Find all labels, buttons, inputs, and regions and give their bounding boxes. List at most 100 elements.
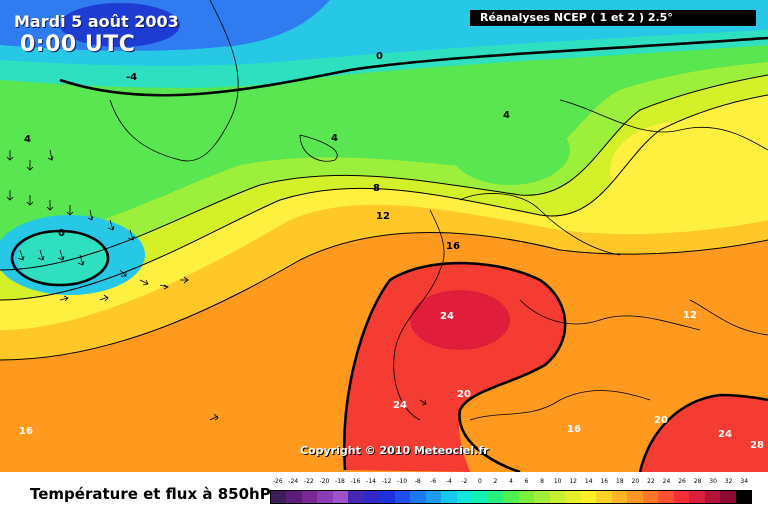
legend-swatch — [611, 491, 628, 503]
legend-tick-label: 6 — [524, 478, 529, 485]
legend-swatch — [301, 491, 318, 503]
legend-swatch — [472, 491, 488, 503]
legend-tick-label: -4 — [445, 478, 452, 485]
legend-swatch — [534, 491, 550, 503]
legend-swatch — [704, 491, 721, 503]
isotherm-label-20-med: 20 — [654, 415, 668, 426]
legend-swatch — [596, 491, 612, 503]
legend-tick-label: -22 — [303, 478, 314, 485]
legend-swatch — [441, 491, 457, 503]
isotherm-label-0-cutoff: 0 — [58, 228, 65, 239]
legend-tick-label: 28 — [693, 478, 702, 485]
legend-tick-label: 24 — [662, 478, 671, 485]
isotherm-label-4-left: 4 — [24, 134, 31, 145]
legend-tick-label: -24 — [288, 478, 299, 485]
legend-tick-label: -2 — [461, 478, 468, 485]
legend-swatch — [689, 491, 705, 503]
heat-dome-core — [410, 290, 510, 350]
legend-tick-label: 0 — [477, 478, 482, 485]
legend-tick-label: 12 — [569, 478, 578, 485]
isotherm-label-16: 16 — [446, 241, 460, 252]
legend-tick-label: 2 — [493, 478, 498, 485]
footer: Température et flux à 850hPa -26 -24 -22 -2… — [0, 472, 768, 512]
legend-tick-label: 26 — [678, 478, 686, 485]
legend-swatch — [503, 491, 519, 503]
legend-tick-label: -14 — [366, 478, 376, 485]
legend-tick-label: -26 — [272, 478, 283, 485]
legend-tick-label: -10 — [397, 478, 408, 485]
legend-swatch — [394, 491, 411, 503]
isotherm-label-20-coast: 20 — [457, 389, 471, 400]
legend-color-bar — [270, 490, 752, 504]
legend-tick-label: -8 — [414, 478, 421, 485]
east-med-warm-field — [640, 395, 768, 472]
legend-tick-label: 30 — [709, 478, 717, 485]
isotherm-label-12: 12 — [376, 211, 390, 222]
legend-swatch — [425, 491, 442, 503]
scandinavia-cool-blob — [450, 115, 570, 185]
legend-tick-label: 8 — [540, 478, 545, 485]
chart-title: Température et flux à 850hPa — [30, 485, 281, 503]
legend-tick-label: 34 — [740, 478, 749, 485]
isotherm-label-28-east: 28 — [750, 440, 764, 451]
isotherm-label-16-atlantic: 16 — [19, 426, 33, 437]
isotherm-label-12-balkans: 12 — [683, 310, 697, 321]
legend-swatch — [348, 491, 364, 503]
legend-swatch — [271, 491, 287, 503]
heat-dome-field — [344, 263, 566, 472]
legend-swatch — [580, 491, 597, 503]
temperature-legend: -26 -24 -22 -20 -18 -16 -14 -12 -10 -8 -6 -4 -2 0 2 4 6 8… — [270, 476, 752, 510]
legend-swatch — [658, 491, 674, 503]
legend-tick-label: 14 — [584, 478, 593, 485]
legend-tick-label: 10 — [553, 478, 562, 485]
legend-tick-label: -20 — [319, 478, 330, 485]
legend-swatch — [627, 491, 643, 503]
source-label: Réanalyses NCEP ( 1 et 2 ) 2.5° — [470, 10, 756, 26]
temperature-map: 0 -4 4 4 4 0 8 12 16 24 20 24 16 16 20 1… — [0, 0, 768, 472]
legend-swatch — [720, 491, 736, 503]
legend-tick-label: -6 — [430, 478, 437, 485]
isotherm-label-16-med: 16 — [567, 424, 581, 435]
date-label: Mardi 5 août 2003 — [14, 12, 179, 31]
time-label: 0:00 UTC — [20, 32, 136, 57]
coastlines — [109, 0, 768, 421]
legend-tick-label: -16 — [350, 478, 361, 485]
isotherm-label-24-iberia: 24 — [393, 400, 407, 411]
legend-tick-label: 4 — [509, 478, 513, 485]
isotherm-label-minus4-top: -4 — [126, 72, 137, 83]
legend-swatch — [487, 491, 504, 503]
legend-tick-label: 32 — [724, 478, 733, 485]
legend-swatch — [332, 491, 349, 503]
legend-tick-label: -18 — [335, 478, 345, 485]
isotherm-label-4-scandinavia: 4 — [503, 110, 510, 121]
legend-tick-label: -12 — [381, 478, 392, 485]
isotherm-label-8: 8 — [373, 183, 380, 194]
deep-cold-core — [60, 3, 180, 47]
cutoff-0-loop — [10, 229, 110, 287]
isotherm-label-4-greenland: 4 — [331, 133, 338, 144]
isotherm-20-east-line — [638, 393, 768, 472]
legend-swatch — [518, 491, 535, 503]
isotherm-0-line — [59, 36, 768, 97]
isotherm-label-24-east: 24 — [718, 429, 732, 440]
legend-tick-label: 22 — [647, 478, 655, 485]
legend-swatch — [379, 491, 395, 503]
isotherm-contours — [0, 74, 768, 361]
legend-swatch — [642, 491, 659, 503]
legend-swatch — [363, 491, 380, 503]
legend-tick-label: 20 — [631, 478, 640, 485]
isotherm-label-0-top: 0 — [376, 51, 383, 62]
map-canvas: 0 -4 4 4 4 0 8 12 16 24 20 24 16 16 20 1… — [0, 0, 768, 472]
legend-swatch — [549, 491, 566, 503]
legend-swatch — [456, 491, 473, 503]
isotherm-20-line — [342, 261, 567, 472]
legend-tick-label: 16 — [600, 478, 609, 485]
legend-swatch — [735, 491, 752, 503]
legend-swatch — [410, 491, 426, 503]
legend-swatch — [673, 491, 690, 503]
legend-swatch — [317, 491, 333, 503]
legend-tick-label: 18 — [616, 478, 624, 485]
legend-swatch — [565, 491, 581, 503]
flux-arrows — [6, 149, 427, 421]
